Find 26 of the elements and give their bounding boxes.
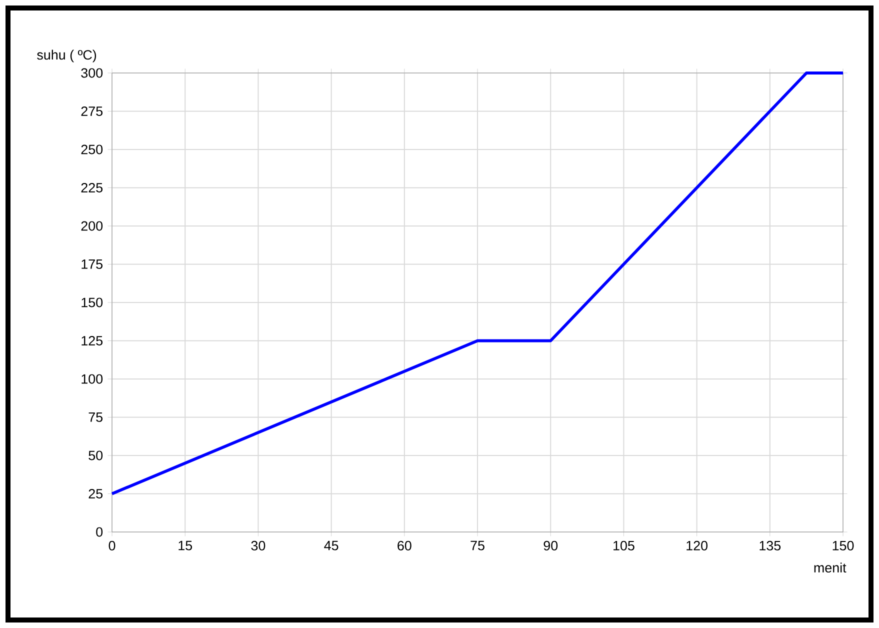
x-tick-label: 90 — [544, 540, 558, 550]
y-tick-label: 300 — [81, 68, 103, 78]
y-axis-title: suhu ( ºC) — [37, 50, 96, 62]
y-tick-label: 175 — [82, 260, 103, 269]
y-tick-label: 0 — [96, 527, 103, 537]
y-tick-label: 25 — [88, 488, 103, 498]
y-tick-label: 75 — [88, 412, 103, 422]
x-tick-label: 150 — [832, 540, 854, 550]
y-tick-label: 250 — [81, 144, 103, 154]
x-tick-label: 135 — [760, 540, 781, 550]
x-tick-label: 45 — [324, 540, 338, 550]
y-tick-label: 100 — [82, 374, 103, 384]
y-tick-label: 200 — [81, 221, 103, 231]
y-tick-label: 125 — [82, 336, 103, 346]
y-tick-label: 225 — [81, 182, 103, 192]
y-tick-label: 50 — [88, 450, 103, 460]
y-tick-label: 275 — [81, 106, 103, 116]
x-tick-label: 15 — [178, 540, 192, 550]
x-tick-label: 120 — [686, 540, 708, 550]
y-tick-label: 150 — [82, 298, 103, 308]
x-tick-label: 0 — [108, 540, 116, 550]
x-tick-label: 105 — [614, 540, 634, 550]
x-tick-label: 75 — [470, 540, 484, 550]
x-axis-title: menit — [814, 562, 846, 573]
x-tick-label: 60 — [398, 540, 412, 550]
x-tick-label: 30 — [251, 540, 266, 550]
